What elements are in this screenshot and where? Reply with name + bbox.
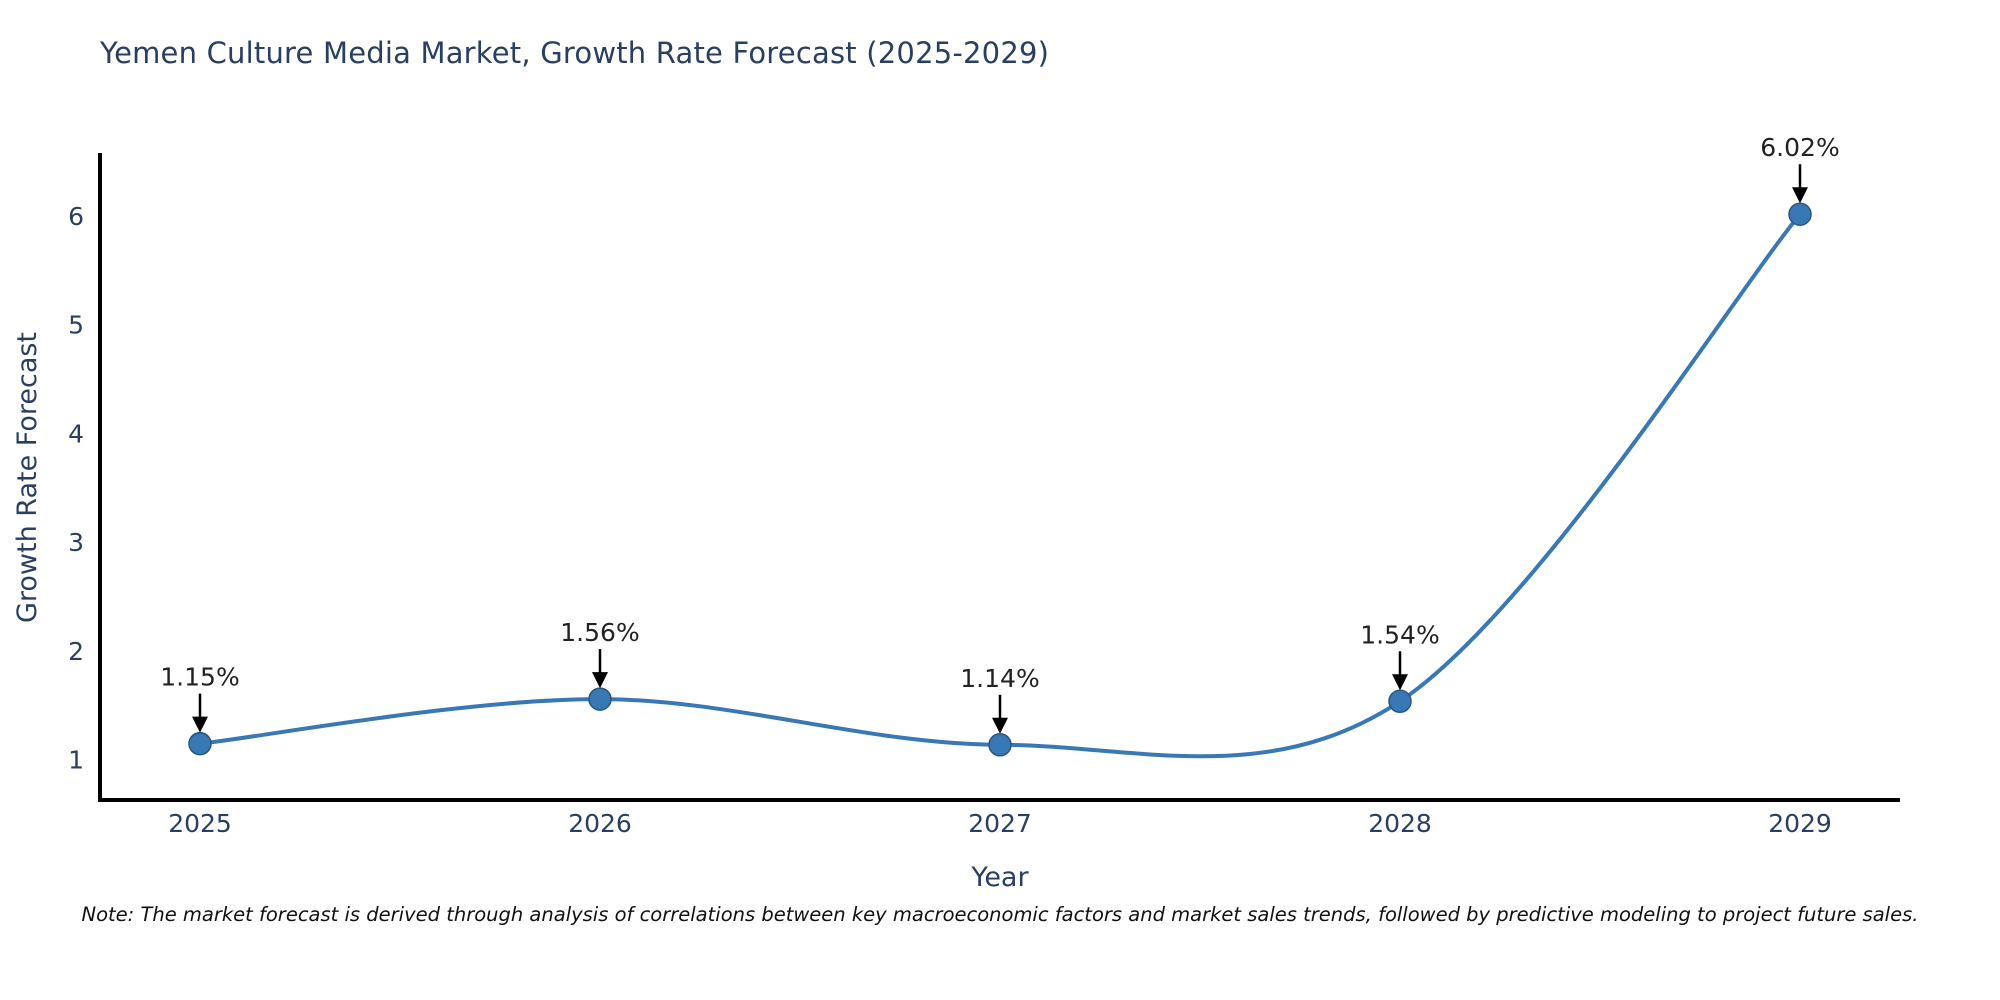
y-tick-label-3: 3	[68, 528, 84, 557]
chart-title: Yemen Culture Media Market, Growth Rate …	[100, 36, 1050, 70]
x-tick-label-2026: 2026	[568, 809, 632, 838]
x-tick-label-2027: 2027	[968, 809, 1032, 838]
x-tick-label-2029: 2029	[1768, 809, 1832, 838]
y-tick-label-6: 6	[68, 202, 84, 231]
annotation-arrow-head-2029	[1792, 187, 1808, 204]
y-tick-label-2: 2	[68, 637, 84, 666]
annotation-arrow-head-2027	[992, 717, 1008, 734]
line-series	[198, 212, 1802, 759]
data-point-marker-2027	[988, 733, 1012, 757]
annotation-arrow-head-2028	[1392, 674, 1408, 691]
y-tick-label-4: 4	[68, 419, 84, 448]
data-point-marker-2026	[588, 687, 612, 711]
y-tick-label-5: 5	[68, 311, 84, 340]
annotation-label-2027: 1.14%	[960, 664, 1039, 693]
data-point-marker-2028	[1388, 689, 1412, 714]
x-axis-title: Year	[970, 862, 1029, 893]
annotation-arrow-head-2025	[192, 716, 208, 733]
y-tick-label-1: 1	[68, 745, 84, 774]
data-point-marker-2025	[188, 731, 212, 756]
y-axis-title: Growth Rate Forecast	[12, 332, 43, 623]
x-tick-label-2025: 2025	[168, 809, 232, 838]
annotation-label-2029: 6.02%	[1760, 133, 1839, 162]
x-tick-label-2028: 2028	[1368, 809, 1432, 838]
footnote: Note: The market forecast is derived thr…	[81, 903, 1919, 926]
annotation-label-2028: 1.54%	[1360, 620, 1439, 649]
data-point-marker-2029	[1788, 202, 1812, 226]
annotation-label-2025: 1.15%	[160, 663, 239, 692]
annotation-label-2026: 1.56%	[560, 618, 639, 647]
annotation-arrow-head-2026	[592, 672, 608, 689]
